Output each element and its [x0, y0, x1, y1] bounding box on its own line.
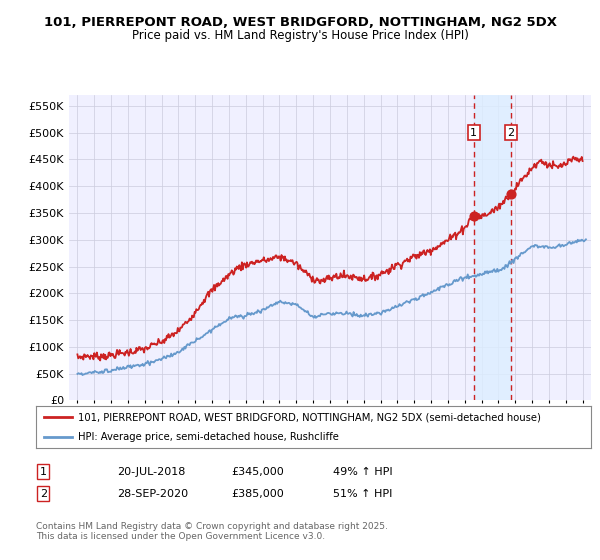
Text: 20-JUL-2018: 20-JUL-2018	[117, 466, 185, 477]
Bar	[474, 95, 511, 400]
Text: Price paid vs. HM Land Registry's House Price Index (HPI): Price paid vs. HM Land Registry's House …	[131, 29, 469, 42]
Text: 1: 1	[470, 128, 478, 138]
Text: 49% ↑ HPI: 49% ↑ HPI	[333, 466, 392, 477]
Text: 2: 2	[508, 128, 515, 138]
Text: HPI: Average price, semi-detached house, Rushcliffe: HPI: Average price, semi-detached house,…	[77, 432, 338, 442]
Text: £345,000: £345,000	[231, 466, 284, 477]
Text: 101, PIERREPONT ROAD, WEST BRIDGFORD, NOTTINGHAM, NG2 5DX: 101, PIERREPONT ROAD, WEST BRIDGFORD, NO…	[44, 16, 557, 29]
Text: 1: 1	[40, 466, 47, 477]
Text: £385,000: £385,000	[231, 489, 284, 499]
Text: 101, PIERREPONT ROAD, WEST BRIDGFORD, NOTTINGHAM, NG2 5DX (semi-detached house): 101, PIERREPONT ROAD, WEST BRIDGFORD, NO…	[77, 412, 541, 422]
Point	[506, 190, 516, 199]
Text: Contains HM Land Registry data © Crown copyright and database right 2025.
This d: Contains HM Land Registry data © Crown c…	[36, 522, 388, 542]
Text: 2: 2	[40, 489, 47, 499]
Point	[469, 211, 479, 220]
Text: 28-SEP-2020: 28-SEP-2020	[117, 489, 188, 499]
Text: 51% ↑ HPI: 51% ↑ HPI	[333, 489, 392, 499]
